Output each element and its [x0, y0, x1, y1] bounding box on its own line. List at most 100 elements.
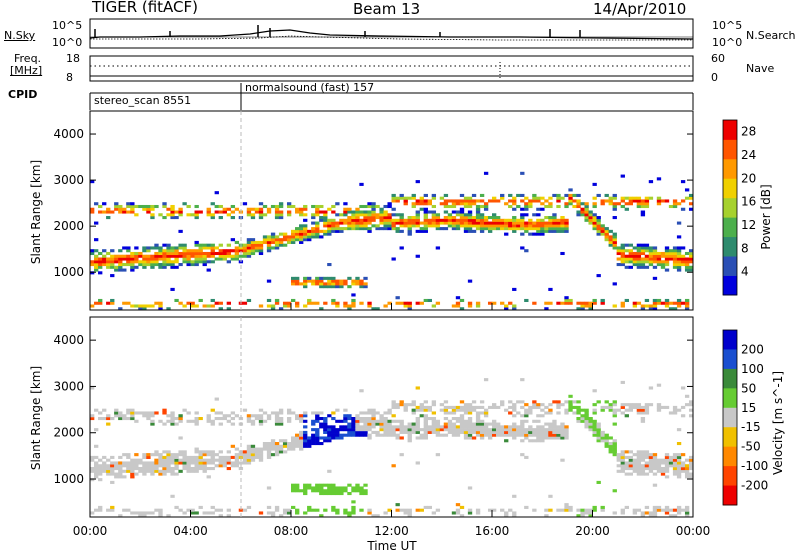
- velocity-cell: [612, 422, 617, 426]
- power-cell: [222, 254, 227, 258]
- velocity-cell: [552, 400, 557, 404]
- velocity-cell: [359, 417, 364, 421]
- velocity-cell: [532, 419, 537, 423]
- power-cell: [423, 221, 428, 225]
- velocity-cell: [636, 469, 642, 473]
- velocity-cell: [190, 469, 195, 473]
- velocity-cell: [455, 511, 461, 515]
- power-cell: [379, 218, 384, 222]
- power-cell: [439, 196, 445, 200]
- velocity-cell: [628, 455, 633, 459]
- power-cell: [435, 213, 441, 217]
- power-cell: [435, 227, 441, 231]
- velocity-cell: [222, 414, 227, 418]
- power-cell: [198, 243, 203, 247]
- velocity-cell: [323, 425, 328, 429]
- power-cell: [467, 221, 473, 225]
- nsearch-tick-bottom: 10^0: [712, 36, 743, 49]
- power-cell: [194, 249, 199, 253]
- power-cell: [170, 246, 175, 250]
- velocity-cell: [202, 461, 207, 465]
- power-cell: [508, 301, 513, 305]
- velocity-cell: [680, 414, 686, 418]
- power-cell: [323, 218, 328, 222]
- velocity-cell: [467, 408, 473, 412]
- power-cell: [226, 213, 231, 217]
- power-cell: [600, 232, 605, 236]
- velocity-cell: [146, 417, 151, 421]
- power-cell: [648, 249, 654, 253]
- power-cell: [335, 285, 340, 289]
- power-cell: [266, 210, 272, 214]
- power-cell: [170, 265, 175, 269]
- velocity-cell: [608, 403, 613, 407]
- power-cell: [319, 307, 324, 311]
- velocity-cell: [98, 411, 103, 415]
- velocity-cell: [282, 442, 288, 446]
- velocity-cell: [560, 436, 565, 440]
- power-cell: [387, 216, 392, 220]
- power-cell: [94, 238, 99, 242]
- velocity-cell: [580, 514, 585, 518]
- velocity-cell: [250, 419, 256, 423]
- velocity-cell: [363, 419, 368, 423]
- velocity-cell: [423, 417, 428, 421]
- velocity-cell: [688, 461, 694, 465]
- velocity-cell: [640, 450, 646, 454]
- velocity-cell: [556, 400, 561, 404]
- power-cell: [106, 207, 111, 211]
- power-cell: [616, 251, 621, 256]
- nsky-tick-bottom: 10^0: [52, 36, 83, 49]
- power-cell: [576, 204, 581, 209]
- velocity-cell: [419, 433, 424, 437]
- velocity-cell: [540, 436, 545, 440]
- power-cell: [351, 227, 356, 231]
- power-cell: [347, 207, 352, 211]
- power-cell: [230, 257, 236, 261]
- velocity-cell: [282, 508, 288, 512]
- velocity-cell: [274, 442, 280, 446]
- velocity-cell: [688, 408, 694, 412]
- velocity-cell: [106, 417, 111, 421]
- power-cell: [556, 221, 561, 225]
- velocity-cell: [291, 483, 296, 487]
- power-cell: [556, 199, 561, 203]
- velocity-cell: [303, 442, 308, 446]
- power-cell: [632, 251, 638, 256]
- velocity-cell: [504, 430, 509, 434]
- velocity-cell: [315, 439, 320, 443]
- power-cell: [431, 218, 437, 222]
- velocity-cell: [206, 467, 211, 471]
- velocity-cell: [98, 458, 103, 462]
- velocity-cell: [500, 508, 505, 512]
- power-cell: [250, 246, 256, 250]
- velocity-cell: [250, 447, 256, 451]
- power-cell: [684, 260, 690, 264]
- power-cell: [544, 229, 549, 233]
- velocity-cell: [375, 430, 380, 434]
- velocity-cell: [516, 425, 521, 429]
- power-cell: [435, 224, 441, 228]
- velocity-cell: [114, 461, 119, 465]
- power-cell: [254, 240, 260, 244]
- velocity-cell: [291, 505, 296, 509]
- power-cell: [274, 238, 280, 242]
- velocity-cell: [210, 505, 215, 509]
- power-cell: [230, 254, 236, 258]
- power-cell: [303, 276, 308, 280]
- velocity-cell: [492, 405, 497, 409]
- velocity-cell: [319, 486, 324, 490]
- power-cell: [106, 251, 111, 256]
- velocity-cell: [463, 428, 469, 432]
- power-cell: [102, 202, 107, 206]
- velocity-cell: [90, 511, 95, 515]
- power-cell: [467, 196, 473, 200]
- power-cell: [178, 263, 183, 267]
- velocity-cell: [258, 422, 264, 426]
- power-cell: [596, 229, 601, 233]
- velocity-cell: [620, 450, 625, 454]
- power-cell: [138, 307, 143, 311]
- velocity-cell: [395, 405, 400, 409]
- velocity-cell: [174, 417, 179, 421]
- power-cell: [427, 221, 432, 225]
